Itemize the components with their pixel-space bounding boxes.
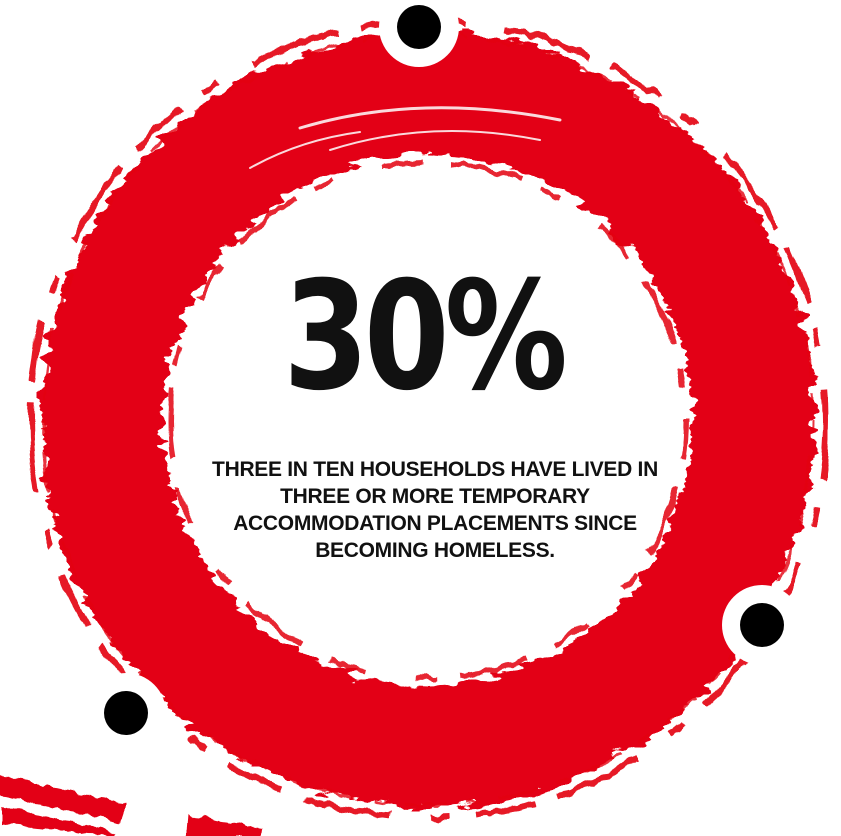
highlight-streak: [249, 131, 361, 169]
node-dot-icon: [397, 5, 441, 49]
brush-stroke-ring: [41, 33, 815, 807]
stripe: [0, 776, 128, 822]
stat-value: 30%: [283, 250, 568, 424]
node-dot-icon: [104, 691, 148, 735]
ring-texture-outer: [27, 19, 829, 821]
stat-caption: THREE IN TEN HOUSEHOLDS HAVE LIVED IN TH…: [212, 458, 658, 562]
stripe: [184, 814, 262, 836]
ring-highlight-streaks: [249, 106, 562, 169]
highlight-streak: [298, 106, 562, 130]
stripe: [0, 806, 118, 836]
node-dot-icon: [740, 603, 784, 647]
highlight-streak: [329, 130, 541, 151]
ring-stroke-main: [41, 33, 815, 807]
ring-texture-inner: [167, 159, 689, 681]
brush-stripes: [0, 776, 262, 836]
